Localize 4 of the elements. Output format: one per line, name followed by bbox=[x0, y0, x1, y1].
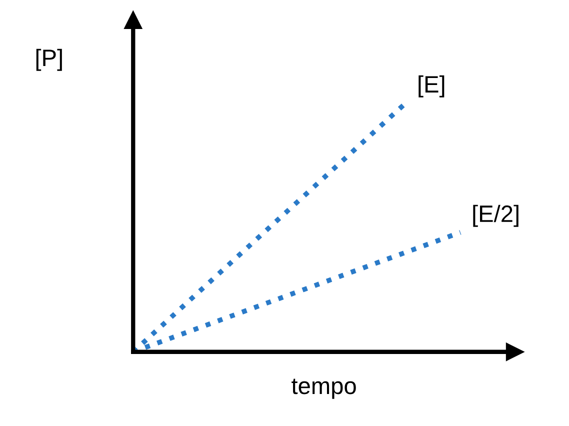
series-label: [E] bbox=[418, 75, 444, 98]
series-label: [E/2] bbox=[473, 204, 518, 227]
x-axis-title: tempo bbox=[292, 378, 356, 399]
y-axis-title: [P] bbox=[36, 48, 62, 71]
